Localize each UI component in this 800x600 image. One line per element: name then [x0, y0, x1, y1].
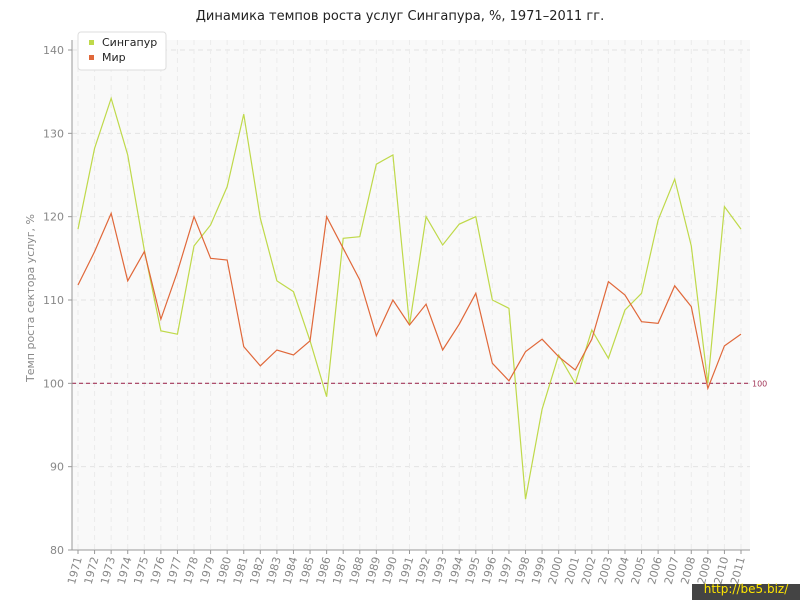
legend-box [77, 31, 167, 71]
legend-swatch [89, 40, 94, 45]
y-tick-label: 140 [43, 44, 64, 57]
y-tick-label: 100 [43, 377, 64, 390]
y-tick-label: 110 [43, 294, 64, 307]
grid: 8090100110120130140197119721973197419751… [43, 40, 750, 586]
y-axis-label: Темп роста сектора услуг, % [24, 214, 37, 383]
legend-swatch [89, 55, 94, 60]
y-tick-label: 90 [50, 461, 64, 474]
plot-background [72, 40, 750, 550]
chart-title: Динамика темпов роста услуг Сингапура, %… [196, 9, 604, 24]
series-line [77, 211, 742, 391]
watermark: http://be5.biz/ [704, 582, 789, 596]
watermark-background [692, 584, 800, 600]
legend-label: Сингапур [102, 36, 157, 49]
marks: 100 [72, 96, 767, 500]
y-tick-label: 130 [43, 127, 64, 140]
legend-label: Мир [102, 51, 126, 64]
legend: Сингапур Мир [77, 31, 167, 71]
reference-label: 100 [752, 379, 767, 388]
y-tick-label: 120 [43, 211, 64, 224]
y-tick-label: 80 [50, 544, 64, 557]
